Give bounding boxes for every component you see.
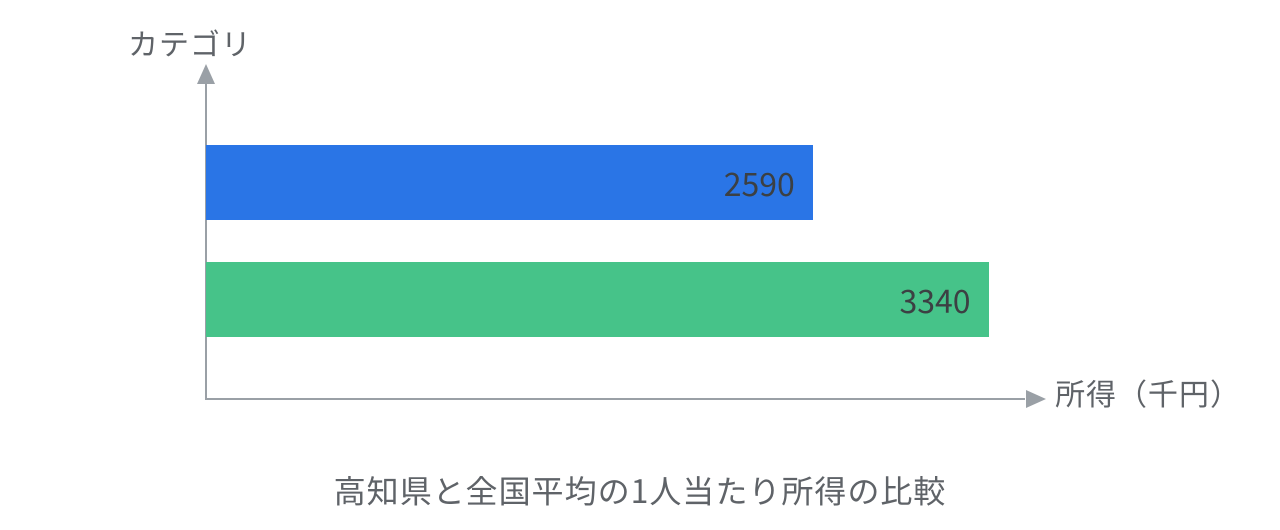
y-axis-line	[205, 80, 207, 400]
chart-caption: 高知県と全国平均の1人当たり所得の比較	[0, 467, 1280, 513]
bar-value: 3340	[899, 277, 970, 323]
x-axis-line	[205, 398, 1025, 400]
income-comparison-chart: カテゴリ 所得（千円） 高知県2590全国平均3340 高知県と全国平均の1人当…	[0, 0, 1280, 530]
bar: 2590	[206, 145, 813, 220]
bar: 3340	[206, 262, 989, 337]
x-axis-title: 所得（千円）	[1055, 370, 1255, 415]
bar-value: 2590	[724, 160, 795, 206]
y-axis-title: カテゴリ	[128, 20, 252, 64]
x-axis-arrow-icon	[1026, 390, 1046, 408]
